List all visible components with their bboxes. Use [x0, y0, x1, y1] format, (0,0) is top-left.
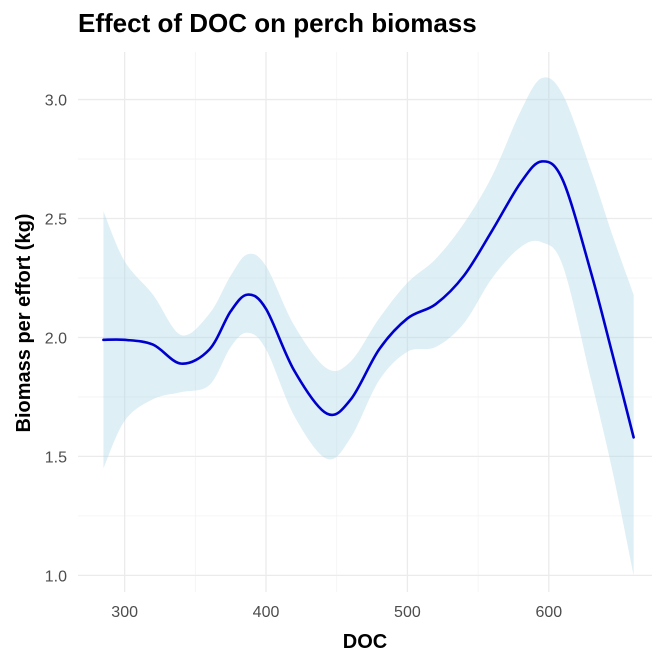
fitted-line — [102, 160, 635, 439]
y-tick-label: 2.0 — [45, 330, 67, 347]
tick-labels: 300 400 500 600 1.0 1.5 2.0 2.5 3.0 — [45, 93, 562, 621]
plot-grid — [78, 52, 652, 592]
x-tick-label: 500 — [394, 604, 421, 621]
y-axis-title: Biomass per effort (kg) — [13, 214, 35, 433]
x-tick-label: 400 — [253, 604, 280, 621]
plot-marks — [102, 77, 635, 576]
x-tick-label: 600 — [535, 604, 562, 621]
chart-title: Effect of DOC on perch biomass — [78, 8, 477, 38]
y-tick-label: 3.0 — [45, 93, 67, 110]
x-tick-label: 300 — [111, 604, 138, 621]
x-axis-title: DOC — [343, 631, 387, 653]
y-tick-label: 2.5 — [45, 212, 67, 229]
y-tick-label: 1.5 — [45, 449, 67, 466]
confidence-band — [103, 77, 634, 576]
y-tick-label: 1.0 — [45, 568, 67, 585]
